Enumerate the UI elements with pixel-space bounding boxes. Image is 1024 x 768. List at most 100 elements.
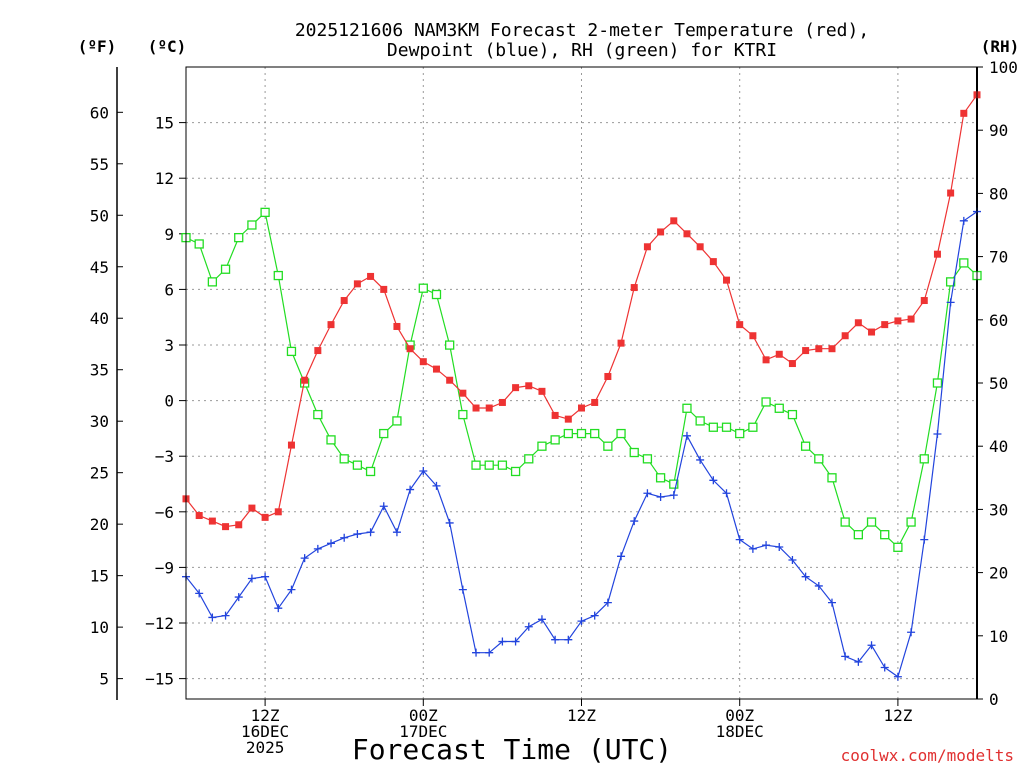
plot-frame [185,66,978,700]
rh-point [800,441,811,451]
celsius-tick-label: 9 [164,225,174,244]
dewpoint-point [867,641,876,650]
rh-point [682,403,692,413]
temperature-point [485,404,493,412]
temperature-point [841,332,849,340]
dewpoint-point [775,543,784,552]
dewpoint-point [682,431,691,440]
temperature-point [815,345,823,353]
temperature-point [274,508,282,516]
dewpoint-point [630,517,639,526]
rh-tick-label: 60 [989,311,1008,330]
temperature-point [340,297,348,305]
x-tick-label: 16DEC [241,722,289,741]
dewpoint-point [893,672,902,681]
temperature-point [432,365,440,373]
rh-point [603,441,613,451]
fahrenheit-tick-label: 55 [90,155,109,174]
dewpoint-point [603,598,612,607]
temperature-point [881,321,889,329]
dewpoint-point [208,613,217,622]
dewpoint-point [247,574,256,583]
dewpoint-point [261,572,270,581]
celsius-tick-label: −3 [155,447,174,466]
dewpoint-point [366,528,375,537]
temperature-point [525,382,533,390]
temperature-point [907,315,915,323]
rh-tick-label: 100 [989,58,1018,77]
temperature-point [314,347,322,355]
dewpoint-point [221,611,230,620]
dewpoint-point [313,544,322,553]
temperature-point [894,317,902,325]
rh-point [247,220,257,230]
fahrenheit-tick-label: 20 [90,515,109,534]
rh-point [695,416,705,426]
chart-title-line1: 2025121606 NAM3KM Forecast 2-meter Tempe… [295,20,869,41]
temperature-point [802,347,810,355]
rh-tick-label: 80 [989,184,1008,203]
rh-point [906,517,916,527]
temperature-point [327,321,335,329]
rh-point [286,346,297,357]
rh-point [945,277,956,287]
rh-point [326,435,336,445]
celsius-tick-label: −12 [145,614,174,633]
temperature-point [393,322,401,330]
temperature-point [775,350,783,358]
fahrenheit-unit-label: (ºF) [78,37,117,56]
x-tick-label: 00Z [725,706,754,725]
temperature-point [419,358,427,366]
temperature-point [762,356,770,364]
rh-point [471,460,481,470]
x-tick-label: 12Z [883,706,912,725]
temperature-point [287,441,295,449]
rh-point [537,441,547,451]
rh-unit-label: (RH) [981,37,1020,56]
celsius-tick-label: 3 [164,336,174,355]
x-tick-label: 00Z [409,706,438,725]
celsius-tick-label: −15 [145,670,174,689]
rh-tick-label: 30 [989,500,1008,519]
rh-point [352,460,363,470]
rh-point [484,460,494,470]
dewpoint-point [933,429,942,438]
temperature-point [208,517,216,525]
temperature-point [947,189,955,197]
dewpoint-point [445,518,454,527]
temperature-point [604,373,612,381]
dewpoint-point [340,533,349,542]
rh-point [932,378,943,388]
dewpoint-point [762,541,771,550]
dewpoint-point [669,491,678,500]
rh-tick-label: 90 [989,121,1008,140]
chart-title-line2: Dewpoint (blue), RH (green) for KTRI [387,40,777,61]
rh-point [365,466,376,477]
rh-point [260,207,270,218]
temperature-point [472,404,480,412]
temperature-point [551,411,559,419]
temperature-point [459,389,467,397]
temperature-point [709,258,717,266]
celsius-unit-label: (ºC) [148,37,187,56]
rh-point [563,428,573,439]
temperature-point [578,404,585,412]
temperature-point [235,521,243,529]
temperature-point [380,285,388,293]
dewpoint-point [788,555,797,564]
rh-point [339,454,349,464]
fahrenheit-tick-label: 35 [90,361,109,380]
dewpoint-point [472,648,481,657]
temperature-line [185,94,978,528]
dewpoint-point [709,476,718,485]
rh-tick-label: 0 [989,690,999,709]
temperature-point [657,228,665,236]
x-tick-label: 12Z [567,706,596,725]
watermark: coolwx.com/modelts [841,746,1014,765]
temperature-point [406,345,414,353]
temperature-point [723,276,731,284]
fahrenheit-tick-label: 10 [90,618,109,637]
fahrenheit-tick-label: 40 [90,309,109,328]
dewpoint-point [406,485,415,494]
